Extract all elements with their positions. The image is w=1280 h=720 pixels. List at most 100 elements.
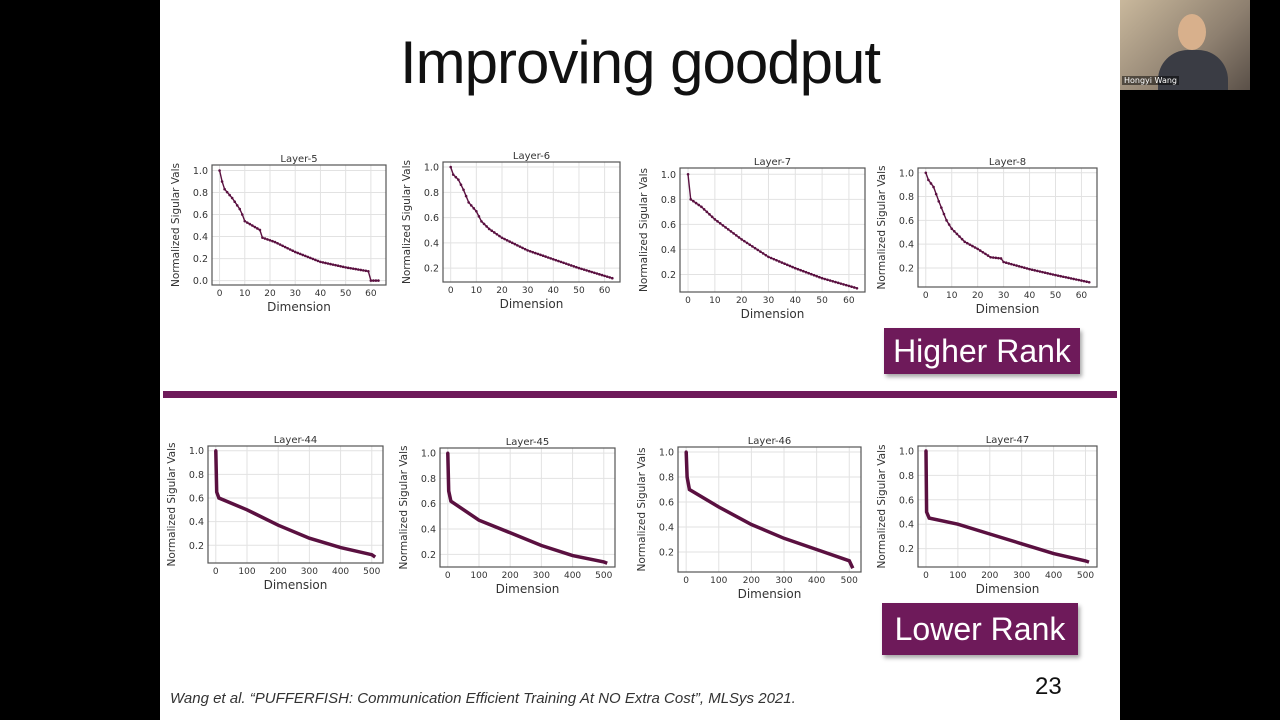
y-axis-label: Normalized Sigular Vals bbox=[876, 166, 888, 290]
x-tick-label: 20 bbox=[972, 291, 984, 301]
citation: Wang et al. “PUFFERFISH: Communication E… bbox=[170, 690, 796, 707]
divider bbox=[163, 391, 1117, 398]
x-tick-label: 0 bbox=[448, 286, 454, 296]
x-tick-label: 200 bbox=[743, 576, 760, 586]
webcam-tile[interactable]: Hongyi Wang bbox=[1120, 0, 1250, 90]
data-point bbox=[991, 256, 995, 259]
y-tick-label: 0.8 bbox=[659, 473, 674, 484]
data-point bbox=[590, 270, 594, 274]
x-axis-label: Dimension bbox=[741, 307, 805, 321]
data-point bbox=[220, 180, 224, 183]
y-tick-label: 1.0 bbox=[421, 449, 436, 460]
data-point bbox=[546, 256, 550, 259]
y-tick-label: 0.2 bbox=[899, 544, 914, 555]
data-point bbox=[802, 269, 805, 273]
x-tick-label: 60 bbox=[1076, 291, 1088, 301]
chart-layer-45: 0 100 200 300 400 500 0.2 0.4 0.6 0.8 1.0 Layer-45 D… bbox=[398, 437, 616, 596]
data-point bbox=[694, 201, 698, 205]
data-point bbox=[1023, 266, 1026, 270]
data-point bbox=[336, 264, 340, 268]
data-point bbox=[314, 258, 317, 262]
data-point bbox=[526, 249, 529, 252]
data-point bbox=[283, 245, 287, 249]
data-point bbox=[1030, 268, 1034, 272]
data-point bbox=[1051, 273, 1055, 276]
data-point bbox=[1017, 264, 1021, 268]
data-point bbox=[1012, 263, 1016, 267]
x-tick-label: 30 bbox=[522, 286, 534, 296]
y-tick-label: 0.6 bbox=[661, 220, 676, 231]
data-point bbox=[608, 276, 612, 279]
data-point bbox=[1028, 267, 1031, 271]
data-point bbox=[454, 175, 458, 179]
x-tick-label: 50 bbox=[340, 289, 352, 299]
y-tick-label: 0.2 bbox=[424, 264, 439, 275]
data-point bbox=[850, 285, 853, 289]
plot-frame bbox=[677, 446, 862, 573]
data-point bbox=[319, 260, 322, 264]
data-point bbox=[945, 219, 948, 222]
data-point bbox=[748, 243, 752, 246]
data-point bbox=[467, 201, 470, 204]
data-point bbox=[702, 208, 706, 211]
data-point bbox=[713, 218, 717, 221]
data-point bbox=[605, 275, 609, 278]
data-point bbox=[344, 266, 347, 269]
data-point bbox=[769, 256, 773, 260]
data-point bbox=[826, 278, 829, 282]
data-point bbox=[569, 264, 573, 267]
data-point bbox=[984, 252, 987, 256]
data-point bbox=[301, 253, 305, 257]
plot-frame bbox=[439, 447, 616, 568]
data-point bbox=[562, 261, 565, 265]
chart-layer-6: 0 10 20 30 40 50 60 0.2 0.4 0.6 0.8 1.0 Layer-6 Dimen… bbox=[401, 151, 621, 311]
data-point bbox=[732, 232, 735, 235]
x-tick-label: 100 bbox=[949, 571, 966, 581]
data-point bbox=[493, 231, 496, 234]
chart-title: Layer-46 bbox=[748, 436, 792, 447]
data-point bbox=[1085, 280, 1088, 283]
data-point bbox=[278, 243, 282, 246]
data-point bbox=[997, 256, 1000, 260]
data-point bbox=[1059, 274, 1062, 278]
series-line bbox=[924, 450, 1090, 564]
data-point bbox=[354, 267, 358, 271]
x-axis-label: Dimension bbox=[264, 578, 328, 592]
data-point bbox=[700, 205, 703, 209]
data-point bbox=[559, 260, 563, 264]
data-point bbox=[1002, 260, 1005, 264]
data-point bbox=[807, 271, 810, 275]
data-point bbox=[359, 268, 363, 272]
x-tick-label: 20 bbox=[264, 289, 276, 299]
data-point bbox=[958, 235, 961, 238]
y-tick-label: 0.4 bbox=[424, 238, 439, 249]
x-tick-label: 100 bbox=[238, 567, 255, 577]
data-point bbox=[271, 239, 274, 243]
data-point bbox=[485, 225, 488, 228]
slide: Improving goodput 0 10 20 30 40 50 60 0.0 0.2 0.4… bbox=[160, 0, 1120, 720]
data-point bbox=[536, 252, 540, 256]
data-point bbox=[286, 246, 289, 250]
data-point bbox=[367, 269, 370, 273]
x-tick-label: 0 bbox=[683, 576, 689, 586]
data-point bbox=[831, 280, 835, 283]
y-tick-label: 1.0 bbox=[899, 168, 914, 179]
data-point bbox=[341, 265, 345, 269]
data-point bbox=[844, 283, 848, 287]
data-point bbox=[953, 230, 956, 233]
x-tick-label: 400 bbox=[808, 576, 825, 586]
plot-frame bbox=[211, 164, 387, 286]
data-point bbox=[251, 224, 254, 227]
data-point bbox=[1046, 272, 1050, 275]
x-tick-label: 500 bbox=[595, 571, 612, 581]
x-tick-label: 40 bbox=[790, 296, 802, 306]
y-axis-label: Normalized Sigular Vals bbox=[636, 448, 648, 572]
data-point bbox=[377, 279, 380, 282]
data-point bbox=[482, 222, 486, 226]
data-point bbox=[978, 249, 982, 252]
data-point bbox=[1074, 278, 1078, 281]
x-tick-label: 40 bbox=[548, 286, 560, 296]
data-point bbox=[942, 212, 946, 216]
y-tick-label: 1.0 bbox=[189, 446, 204, 457]
data-point bbox=[503, 237, 506, 241]
